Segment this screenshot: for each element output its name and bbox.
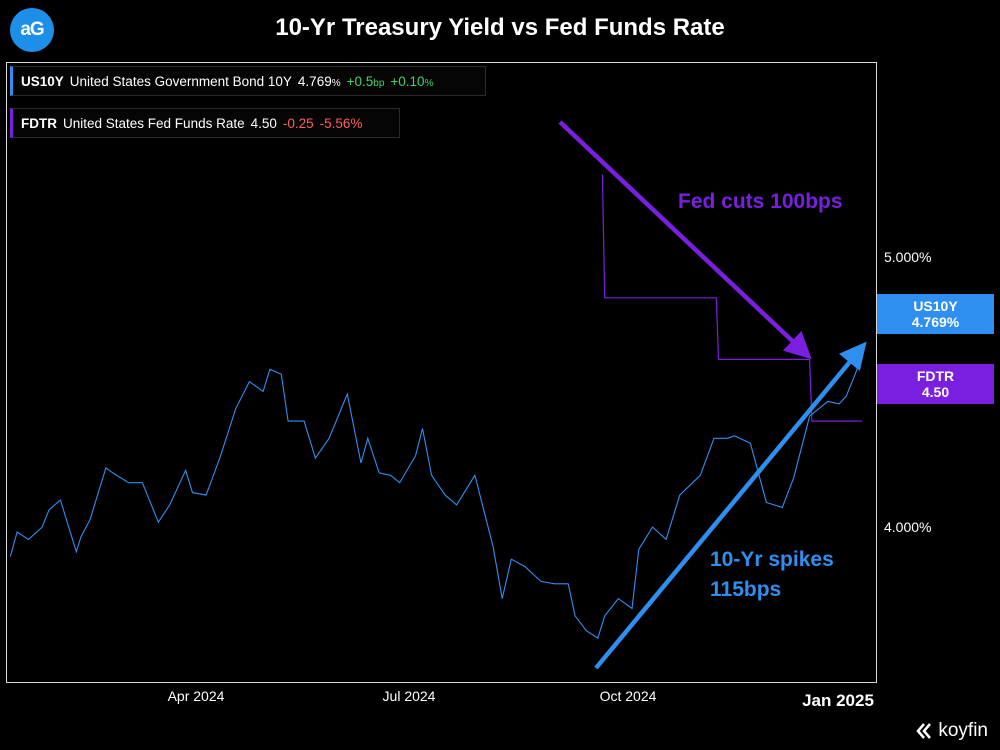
koyfin-logo-icon	[916, 723, 932, 739]
legend-fdtr-value: 4.50	[250, 115, 277, 131]
y-tick-4: 4.000%	[884, 519, 932, 535]
plot-area	[6, 62, 877, 683]
legend-us10y-change: +0.5bp	[346, 73, 385, 89]
ag-logo: aG	[10, 8, 54, 52]
us10y-badge-label: US10Y	[913, 298, 958, 314]
us10y-last-value-badge: US10Y 4.769%	[877, 294, 994, 334]
legend-fdtr-name: United States Fed Funds Rate	[63, 115, 245, 131]
legend-fdtr-change: -0.25	[282, 115, 314, 131]
fdtr-series-line	[601, 174, 862, 422]
x-tick-apr-2024: Apr 2024	[167, 688, 225, 704]
spike-annotation-line2: 115bps	[710, 578, 782, 601]
fdtr-badge-label: FDTR	[916, 368, 955, 384]
x-tick-oct-2024: Oct 2024	[599, 688, 657, 704]
legend-us10y-pct: +0.10%	[390, 73, 434, 89]
koyfin-text: koyfin	[938, 720, 988, 741]
legend-fdtr[interactable]: FDTR United States Fed Funds Rate 4.50 -…	[10, 108, 400, 138]
fdtr-last-value-badge: FDTR 4.50	[877, 364, 994, 404]
legend-fdtr-pct: -5.56%	[319, 115, 363, 131]
legend-us10y[interactable]: US10Y United States Government Bond 10Y …	[10, 66, 486, 96]
fdtr-badge-value: 4.50	[921, 384, 950, 400]
y-tick-5: 5.000%	[884, 249, 932, 265]
x-tick-jul-2024: Jul 2024	[382, 688, 436, 704]
spike-arrow	[594, 341, 867, 670]
legend-fdtr-symbol: FDTR	[21, 115, 57, 131]
koyfin-watermark: koyfin	[916, 720, 988, 742]
x-tick-jan-2025: Jan 2025	[802, 691, 874, 710]
legend-us10y-value: 4.769%	[297, 73, 341, 89]
legend-us10y-symbol: US10Y	[21, 73, 64, 89]
legend-us10y-name: United States Government Bond 10Y	[69, 73, 292, 89]
fed-cuts-annotation: Fed cuts 100bps	[678, 190, 843, 213]
fed-cuts-arrow	[558, 120, 812, 360]
spike-annotation-line1: 10-Yr spikes	[710, 548, 834, 571]
chart-title: 10-Yr Treasury Yield vs Fed Funds Rate	[275, 14, 725, 41]
us10y-badge-value: 4.769%	[911, 314, 960, 330]
us10y-series-line	[9, 354, 863, 639]
